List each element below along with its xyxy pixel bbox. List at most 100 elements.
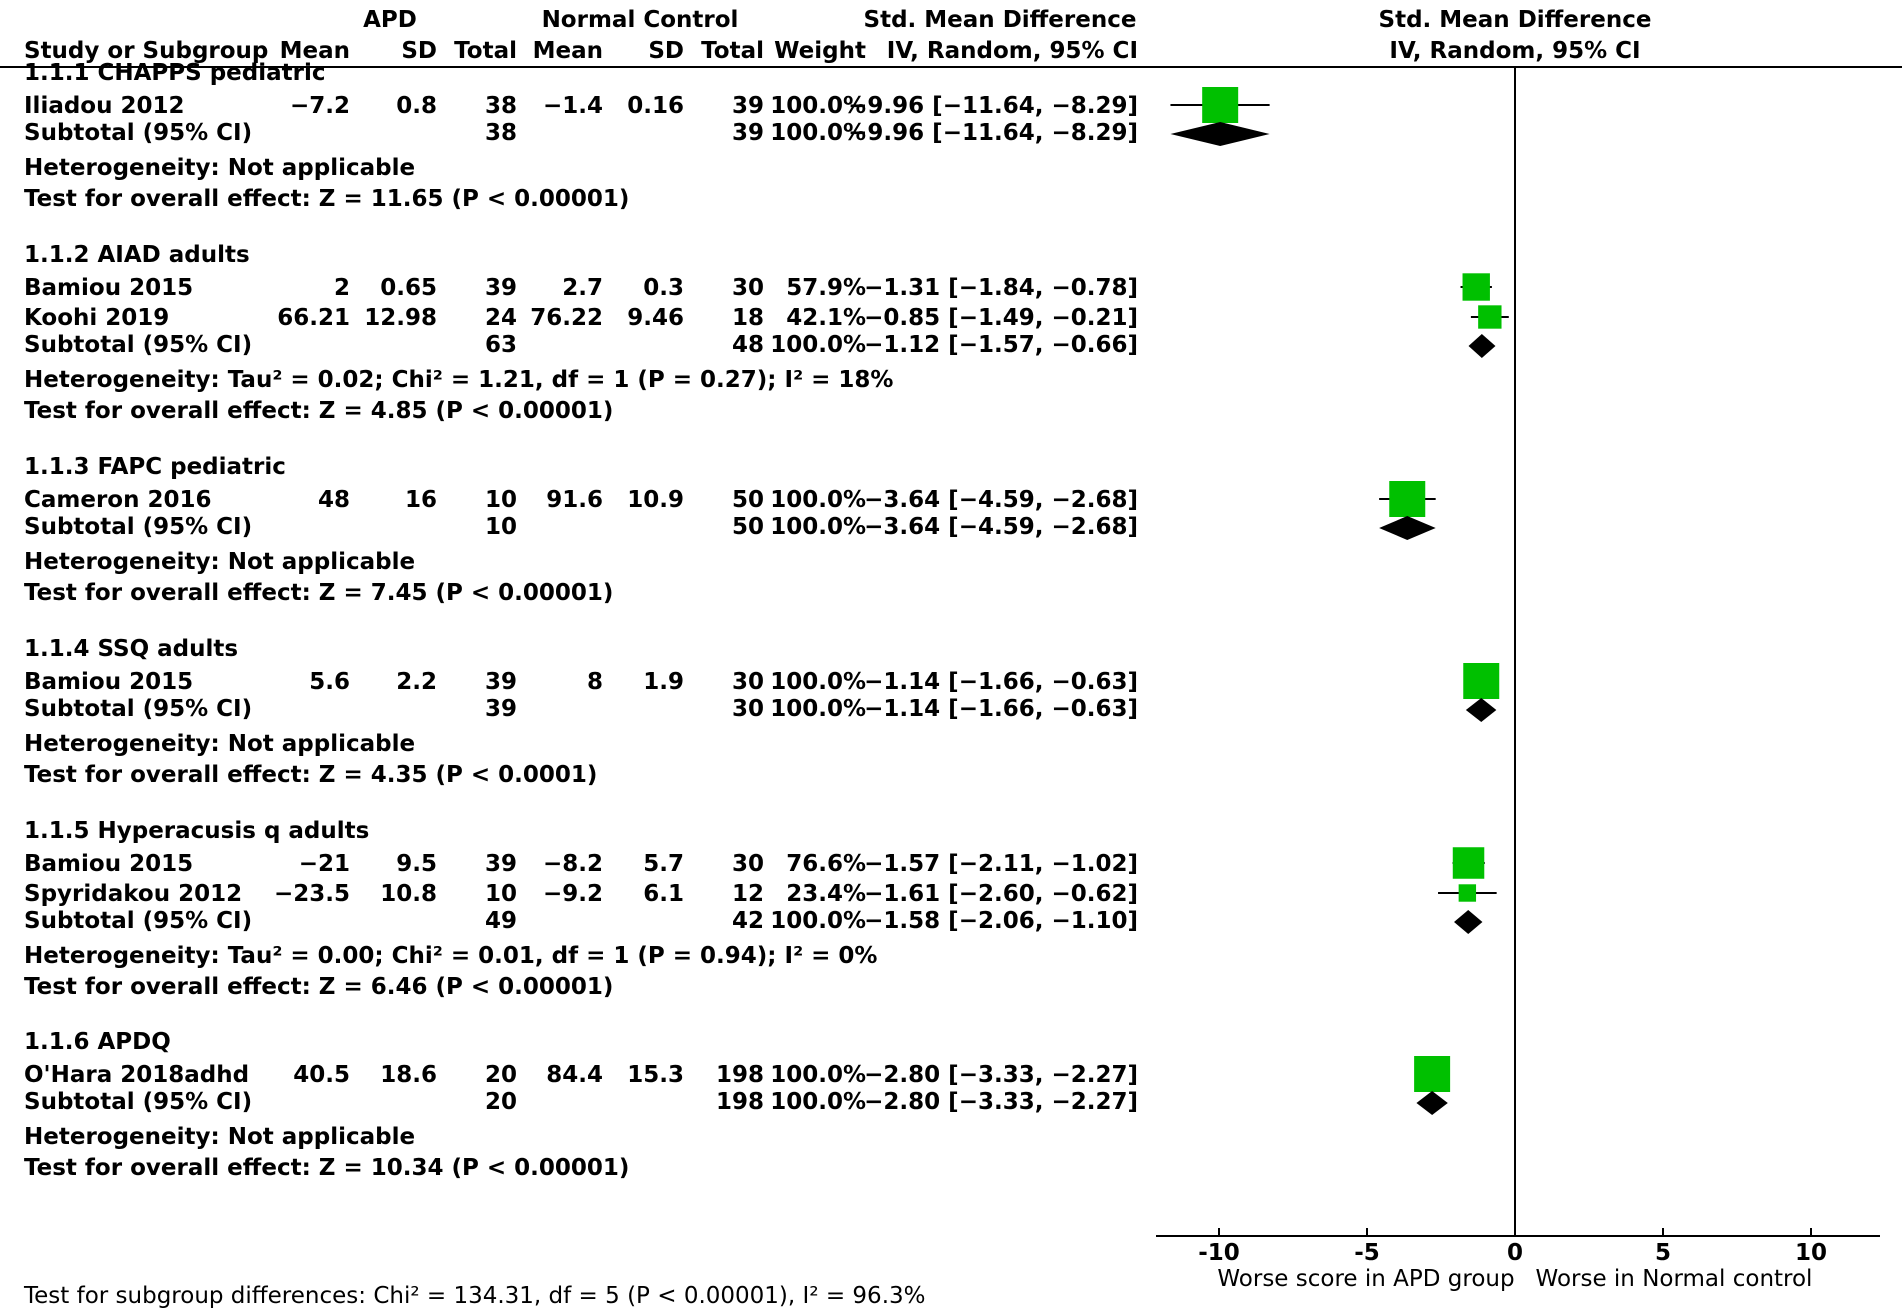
study-mean-apd: −23.5 [274,881,350,907]
header-total-control: Total [701,38,764,64]
study-mean-apd: −21 [299,851,350,877]
header-mean-apd: Mean [280,38,350,64]
study-total-apd: 24 [485,305,517,331]
header-study: Study or Subgroup [24,38,268,64]
study-total-apd: 38 [485,93,517,119]
study-sd-apd: 0.65 [380,275,437,301]
study-mean-apd: 66.21 [277,305,350,331]
subtotal-diamond [1454,910,1483,934]
study-total-control: 30 [732,669,764,695]
subtotal-label: Subtotal (95% CI) [24,514,252,540]
study-total-apd: 39 [485,275,517,301]
subtotal-diamond [1170,122,1270,146]
study-mean-control: 8 [587,669,603,695]
study-mean-control: 2.7 [562,275,603,301]
x-label-left: Worse score in APD group [1217,1266,1514,1292]
study-total-apd: 10 [485,881,517,907]
study-sd-control: 15.3 [627,1062,684,1088]
study-ci: −2.80 [−3.33, −2.27] [864,1062,1138,1088]
heterogeneity-text: Heterogeneity: Tau² = 0.00; Chi² = 0.01,… [24,943,877,969]
subtotal-label: Subtotal (95% CI) [24,908,252,934]
subtotal-total-control: 42 [732,908,764,934]
study-mean-control: 84.4 [546,1062,603,1088]
subtotal-weight: 100.0% [770,514,866,540]
study-effect-marker [1463,663,1500,699]
heterogeneity-text: Heterogeneity: Tau² = 0.02; Chi² = 1.21,… [24,367,893,393]
study-sd-apd: 0.8 [396,93,437,119]
study-effect-marker [1452,847,1485,879]
study-weight: 100.0% [770,669,866,695]
overall-effect-text: Test for overall effect: Z = 6.46 (P < 0… [24,974,613,1000]
study-weight: 100.0% [770,93,866,119]
study-ci: −9.96 [−11.64, −8.29] [848,93,1138,119]
subtotal-weight: 100.0% [770,908,866,934]
subtotal-weight: 100.0% [770,696,866,722]
x-tick-label: -5 [1354,1240,1380,1266]
study-effect-marker [1458,884,1477,902]
subgroup-title: 1.1.6 APDQ [24,1029,171,1055]
subtotal-total-apd: 20 [485,1089,517,1115]
study-ci: −1.61 [−2.60, −0.62] [864,881,1138,907]
study-sd-control: 6.1 [643,881,684,907]
study-sd-apd: 10.8 [380,881,437,907]
subgroup-title: 1.1.5 Hyperacusis q adults [24,818,369,844]
x-label-right: Worse in Normal control [1536,1266,1813,1292]
subgroup-title: 1.1.1 CHAPPS pediatric [24,60,326,86]
study-sd-apd: 2.2 [396,669,437,695]
header-group-control: Normal Control [542,7,739,33]
header-plot-title: Std. Mean Difference [1379,7,1652,33]
study-mean-control: −1.4 [543,93,603,119]
study-ci: −3.64 [−4.59, −2.68] [864,487,1138,513]
study-mean-control: −9.2 [543,881,603,907]
study-ci: −1.14 [−1.66, −0.63] [864,669,1138,695]
study-name: Cameron 2016 [24,487,212,513]
study-name: Bamiou 2015 [24,851,193,877]
subtotal-weight: 100.0% [770,332,866,358]
study-total-apd: 10 [485,487,517,513]
study-total-apd: 39 [485,669,517,695]
study-effect-marker [1414,1056,1451,1092]
heterogeneity-text: Heterogeneity: Not applicable [24,731,415,757]
study-mean-control: −8.2 [543,851,603,877]
header-effect-title: Std. Mean Difference [864,7,1137,33]
heterogeneity-text: Heterogeneity: Not applicable [24,549,415,575]
heterogeneity-text: Heterogeneity: Not applicable [24,155,415,181]
study-total-control: 30 [732,275,764,301]
study-name: Koohi 2019 [24,305,169,331]
study-effect-marker [1202,87,1239,123]
study-mean-control: 76.22 [530,305,603,331]
study-ci: −0.85 [−1.49, −0.21] [864,305,1138,331]
header-sd-control: SD [648,38,684,64]
subgroup-differences-test: Test for subgroup differences: Chi² = 13… [23,1283,926,1309]
x-tick-label: -10 [1198,1240,1240,1266]
study-effect-marker [1478,305,1502,329]
study-sd-control: 0.16 [627,93,684,119]
heterogeneity-text: Heterogeneity: Not applicable [24,1124,415,1150]
study-sd-apd: 18.6 [380,1062,437,1088]
overall-effect-text: Test for overall effect: Z = 4.35 (P < 0… [24,762,597,788]
study-mean-apd: 5.6 [309,669,350,695]
study-name: O'Hara 2018adhd [24,1062,249,1088]
subtotal-ci: −9.96 [−11.64, −8.29] [848,120,1138,146]
subtotal-total-control: 30 [732,696,764,722]
x-tick-label: 10 [1795,1240,1827,1266]
study-mean-apd: 2 [334,275,350,301]
study-total-control: 18 [732,305,764,331]
subtotal-label: Subtotal (95% CI) [24,1089,252,1115]
study-total-apd: 39 [485,851,517,877]
header-weight: Weight [774,38,866,64]
subgroup-title: 1.1.2 AIAD adults [24,242,250,268]
header-plot-subtitle: IV, Random, 95% CI [1389,38,1640,64]
study-ci: −1.57 [−2.11, −1.02] [864,851,1138,877]
study-sd-apd: 12.98 [364,305,437,331]
header-ci: IV, Random, 95% CI [887,38,1138,64]
subtotal-total-control: 39 [732,120,764,146]
subtotal-total-control: 198 [716,1089,764,1115]
study-total-control: 12 [732,881,764,907]
subtotal-total-apd: 39 [485,696,517,722]
subtotal-ci: −1.14 [−1.66, −0.63] [864,696,1138,722]
study-ci: −1.31 [−1.84, −0.78] [864,275,1138,301]
subtotal-total-apd: 38 [485,120,517,146]
study-total-control: 30 [732,851,764,877]
subtotal-weight: 100.0% [770,1089,866,1115]
